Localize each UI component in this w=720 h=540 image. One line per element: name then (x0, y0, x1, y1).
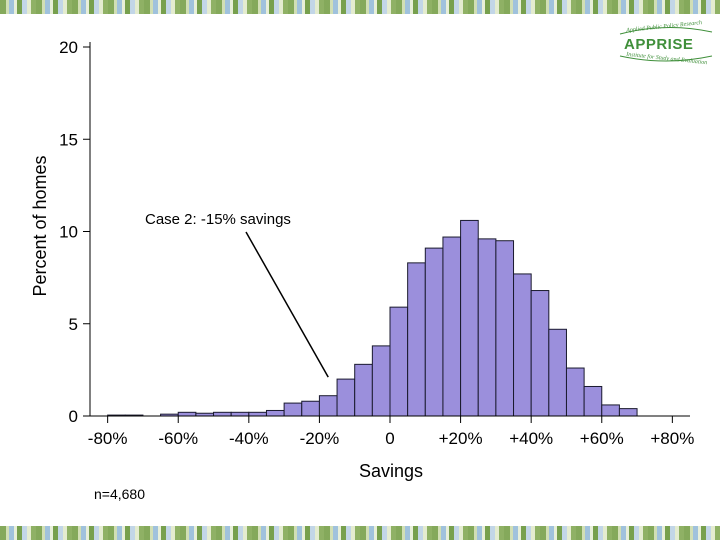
histogram-bar (283, 402, 303, 417)
y-tick-label: 15 (59, 130, 78, 149)
logo-wordmark: APPRISE (624, 36, 694, 53)
x-tick-label: -40% (229, 429, 269, 448)
histogram-bar (336, 378, 356, 417)
histogram-bar (177, 411, 197, 417)
histogram-bar (389, 306, 409, 417)
histogram-bar (495, 240, 515, 417)
y-tick-label: 10 (59, 223, 78, 242)
x-tick-label: +80% (650, 429, 694, 448)
histogram-bar (513, 273, 532, 417)
annotation-leader-line (245, 231, 329, 378)
histogram-bar (318, 395, 338, 417)
histogram-bar (601, 404, 620, 417)
x-tick-label: +60% (580, 429, 624, 448)
histogram-bar (213, 411, 232, 417)
histogram-bar (248, 411, 267, 417)
y-tick-label: 0 (69, 407, 78, 426)
histogram-bar (407, 262, 426, 417)
histogram-bar (530, 290, 550, 417)
x-tick-label: +40% (509, 429, 553, 448)
histogram-bar (371, 345, 391, 417)
histogram-bar (583, 385, 603, 417)
x-tick-label: 0 (385, 429, 394, 448)
y-axis-title: Percent of homes (30, 155, 50, 296)
x-tick-label: -80% (88, 429, 128, 448)
x-tick-label: +20% (439, 429, 483, 448)
annotation-label: Case 2: -15% savings (145, 211, 291, 228)
histogram-bar (424, 247, 444, 417)
x-axis-title: Savings (359, 461, 423, 481)
x-tick-label: -20% (300, 429, 340, 448)
histogram-bar (230, 411, 250, 417)
histogram-bar (265, 409, 285, 417)
decorative-top-border (0, 0, 720, 14)
histogram-bar (301, 400, 320, 417)
histogram-bar (442, 236, 462, 417)
histogram-bar (618, 408, 638, 417)
histogram-bar (460, 219, 479, 417)
x-tick-label: -60% (158, 429, 198, 448)
y-tick-label: 20 (59, 38, 78, 57)
bar-series (107, 219, 638, 417)
histogram-bar (548, 328, 567, 417)
apprise-logo: Applied Public Policy Research APPRISE I… (616, 20, 716, 76)
histogram-bar (354, 363, 373, 417)
sample-size-note: n=4,680 (94, 486, 145, 502)
decorative-bottom-border (0, 526, 720, 540)
histogram-bar (565, 367, 585, 417)
histogram-bar (477, 238, 497, 417)
y-tick-label: 5 (69, 315, 78, 334)
logo-swoosh (619, 27, 713, 62)
axes: 0 5 10 15 20 -80% -60% -40% -20% 0 +20% +40% +60% +80… (59, 38, 694, 448)
